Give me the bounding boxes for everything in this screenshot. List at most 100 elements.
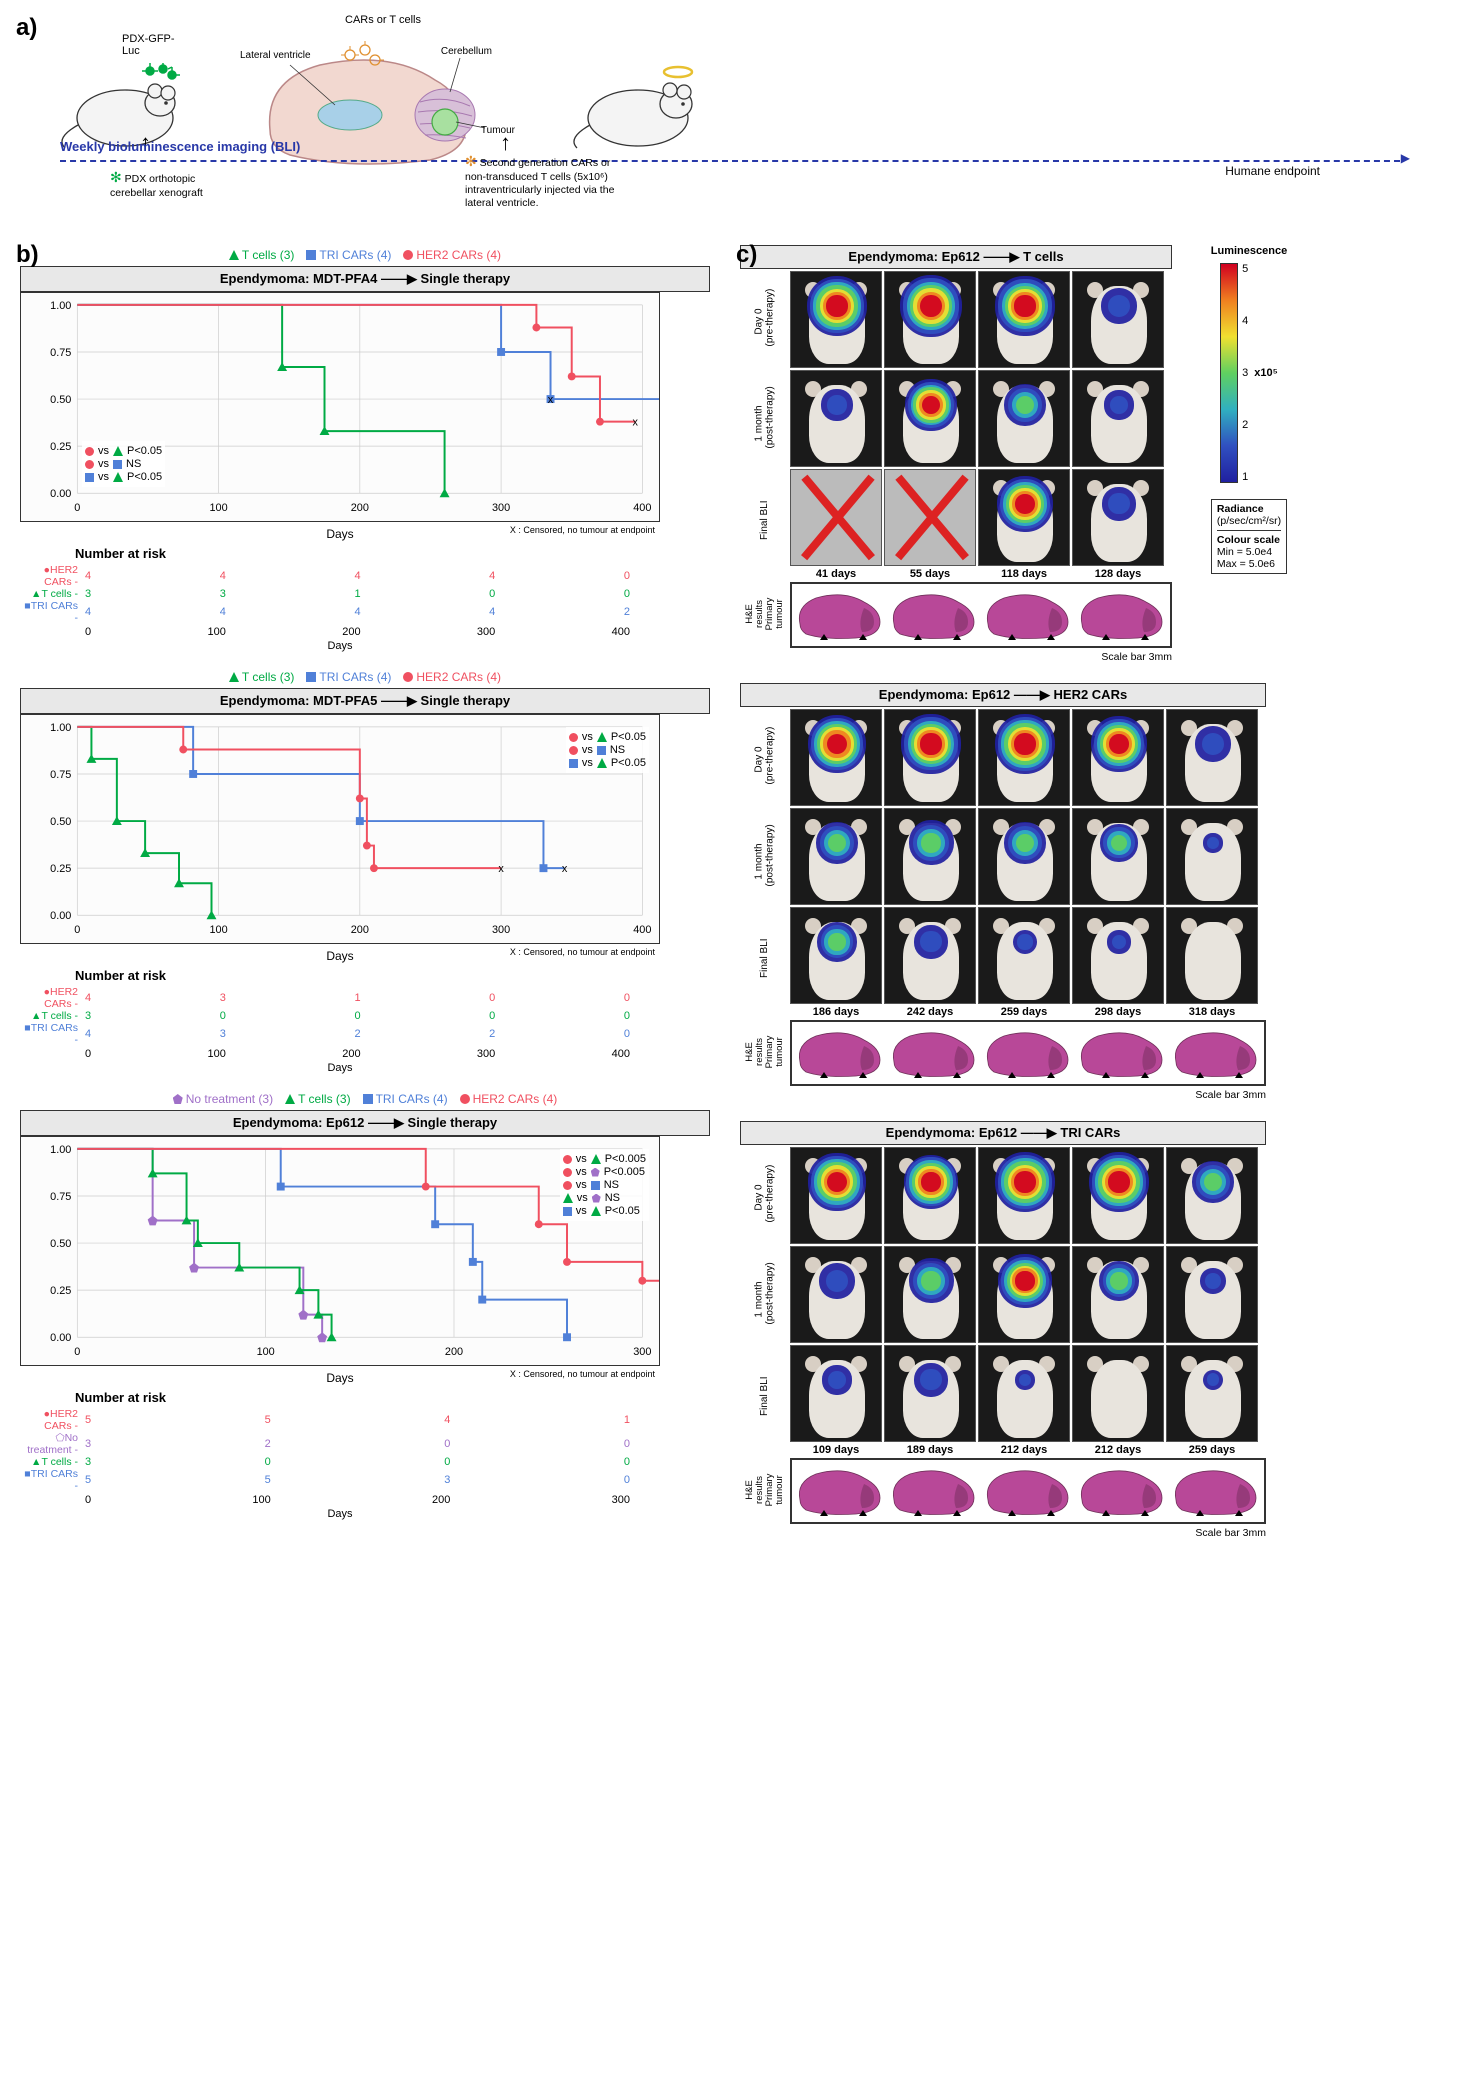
mouse-bli-cell	[1072, 907, 1164, 1004]
mouse-bli-cell	[884, 907, 976, 1004]
mouse-bli-cell	[1072, 1246, 1164, 1343]
arrow-car: ↑	[500, 130, 511, 156]
svg-text:200: 200	[445, 1346, 463, 1358]
svg-text:0.50: 0.50	[50, 1238, 71, 1250]
censor-note: X : Censored, no tumour at endpoint	[510, 1369, 655, 1379]
risk-row-tri: ■TRI CARs -5530	[20, 1468, 660, 1492]
mouse-bli-cell	[790, 808, 882, 905]
mouse-bli-cell	[790, 907, 882, 1004]
svg-text:300: 300	[492, 924, 510, 936]
risk-row-her2: ●HER2 CARs -5541	[20, 1408, 660, 1432]
km-svg: 01002003004000.000.250.500.751.00xx	[21, 715, 659, 943]
mouse-bli-cell	[1072, 709, 1164, 806]
histology-cell	[794, 586, 886, 644]
he-row-label: H&E resultsPrimary tumour	[745, 589, 785, 639]
histology-cell	[888, 1024, 980, 1082]
svg-text:1.00: 1.00	[50, 722, 71, 734]
legend-notreat: No treatment (3)	[173, 1092, 273, 1106]
imaging-title: Ependymoma: Ep612 ——▶ TRI CARs	[740, 1121, 1266, 1145]
legend-tri: TRI CARs (4)	[306, 248, 391, 262]
mouse-bli-cell	[978, 1246, 1070, 1343]
histology-icon	[982, 1024, 1074, 1082]
mouse-bli-cell	[790, 1246, 882, 1343]
histology-icon	[1170, 1024, 1262, 1082]
svg-text:0.00: 0.00	[50, 910, 71, 922]
svg-text:100: 100	[209, 502, 227, 514]
colorbar-gradient	[1220, 263, 1238, 483]
histology-icon	[888, 1024, 980, 1082]
svg-text:0.75: 0.75	[50, 347, 71, 359]
day-labels: 109 days189 days212 days212 days259 days	[790, 1444, 1266, 1456]
histology-cell	[982, 1024, 1074, 1082]
mouse-bli-cell	[1072, 271, 1164, 368]
risk-row-tcells: ▲T cells -3000	[20, 1456, 660, 1468]
mouse-bli-cell	[790, 709, 882, 806]
pvalue-box: vs P<0.005vs P<0.005vs NSvs NSvs P<0.05	[560, 1149, 649, 1221]
legend-tri: TRI CARs (4)	[363, 1092, 448, 1106]
mouse-bli-cell	[978, 907, 1070, 1004]
row-labels: Day 0 (pre-therapy)1 month (post-therapy…	[740, 1147, 790, 1442]
histology-icon	[1076, 1024, 1168, 1082]
histology-icon	[794, 586, 886, 644]
histology-cell	[888, 586, 980, 644]
risk-row-her2: ●HER2 CARs -44440	[20, 564, 660, 588]
svg-text:x: x	[633, 417, 639, 429]
mouse-bli-cell	[978, 1147, 1070, 1244]
histology-cell	[982, 1462, 1074, 1520]
svg-text:0.00: 0.00	[50, 1332, 71, 1344]
legend-her2: HER2 CARs (4)	[460, 1092, 558, 1106]
histology-icon	[982, 1462, 1074, 1520]
mouse-bli-cell	[1166, 1345, 1258, 1442]
histology-icon	[1170, 1462, 1262, 1520]
km-plot: 01002003004000.000.250.500.751.00xxSurvi…	[20, 714, 660, 944]
panel-a: a) PDX-GFP-Luc CARs or T cells Latera	[20, 20, 1440, 200]
mouse-bli-cell	[978, 469, 1070, 566]
svg-text:0: 0	[74, 502, 80, 514]
he-row-label: H&E resultsPrimary tumour	[745, 1027, 785, 1077]
svg-text:1.00: 1.00	[50, 300, 71, 312]
humane-label: Humane endpoint	[1225, 164, 1320, 178]
mouse-bli-cell	[790, 469, 882, 566]
mouse-bli-cell	[978, 808, 1070, 905]
bli-label: Weekly bioluminescence imaging (BLI)	[60, 139, 300, 154]
svg-text:x: x	[548, 394, 554, 406]
histology-icon	[1076, 1462, 1168, 1520]
svg-text:0.25: 0.25	[50, 441, 71, 453]
mouse-bli-cell	[884, 271, 976, 368]
day-labels: 186 days242 days259 days298 days318 days	[790, 1006, 1266, 1018]
mouse-bli-cell	[1166, 808, 1258, 905]
svg-text:100: 100	[257, 1346, 275, 1358]
scale-bar-note: Scale bar 3mm	[740, 1089, 1266, 1101]
svg-text:0.50: 0.50	[50, 394, 71, 406]
svg-text:0.75: 0.75	[50, 1191, 71, 1203]
km-title: Ependymoma: Ep612 ——▶ Single therapy	[20, 1110, 710, 1136]
legend-her2: HER2 CARs (4)	[403, 248, 501, 262]
svg-text:0.50: 0.50	[50, 816, 71, 828]
mouse-bli-cell	[884, 370, 976, 467]
svg-text:300: 300	[492, 502, 510, 514]
histology-icon	[888, 1462, 980, 1520]
histology-row	[790, 1020, 1266, 1086]
mouse-bli-cell	[978, 370, 1070, 467]
svg-text:100: 100	[209, 924, 227, 936]
km-title: Ependymoma: MDT-PFA5 ——▶ Single therapy	[20, 688, 710, 714]
svg-text:0: 0	[74, 924, 80, 936]
svg-text:400: 400	[633, 502, 651, 514]
pvalue-box: vs P<0.05vs NSvs P<0.05	[566, 727, 649, 773]
svg-text:0.25: 0.25	[50, 1285, 71, 1297]
scale-bar-note: Scale bar 3mm	[740, 651, 1172, 663]
imaging-block: Ependymoma: Ep612 ——▶ T cellsDay 0 (pre-…	[740, 245, 1172, 663]
svg-text:200: 200	[351, 502, 369, 514]
risk-table: Number at risk●HER2 CARs -5541⬠No treatm…	[20, 1390, 660, 1520]
colorbar: Luminescence54321x10⁵Radiance(p/sec/cm²/…	[1184, 245, 1314, 663]
pvalue-box: vs P<0.05vs NSvs P<0.05	[82, 441, 165, 487]
mouse-bli-cell	[790, 370, 882, 467]
imaging-title: Ependymoma: Ep612 ——▶ HER2 CARs	[740, 683, 1266, 707]
svg-text:300: 300	[633, 1346, 651, 1358]
mouse-bli-cell	[884, 1147, 976, 1244]
svg-text:0.25: 0.25	[50, 863, 71, 875]
histology-row	[790, 582, 1172, 648]
imaging-title: Ependymoma: Ep612 ——▶ T cells	[740, 245, 1172, 269]
mouse-bli-cell	[884, 469, 976, 566]
lv-label: Lateral ventricle	[240, 50, 311, 61]
